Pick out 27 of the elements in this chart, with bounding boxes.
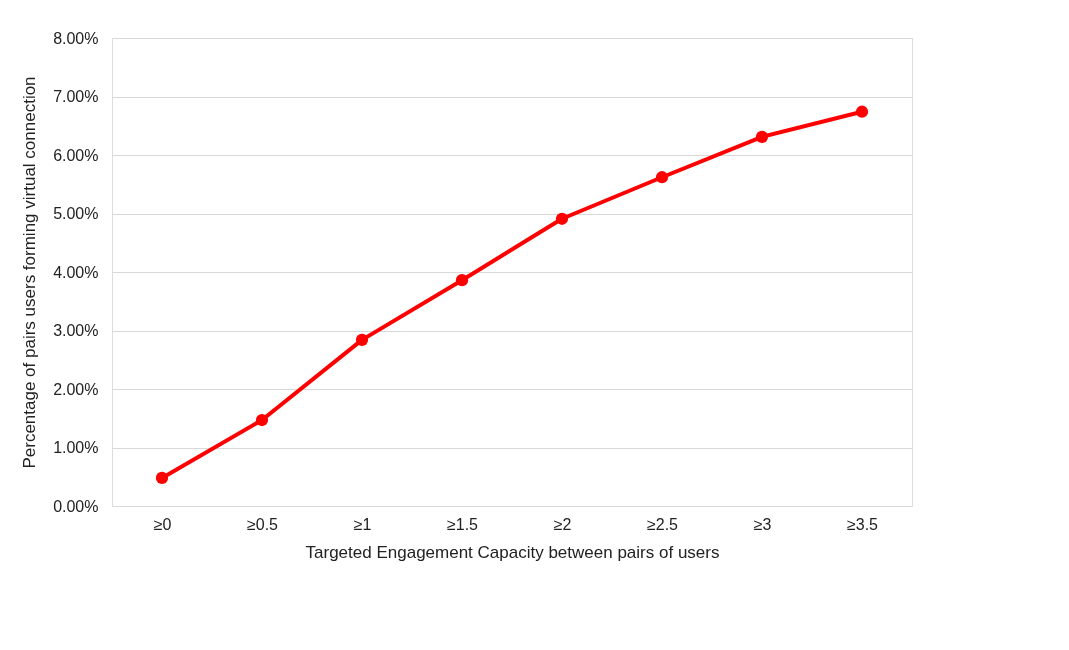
point (355, 333, 369, 346)
point (555, 212, 569, 225)
y-tick-label: 3.00% (53, 322, 99, 339)
y-tick-label: 1.00% (53, 439, 99, 456)
point (755, 130, 769, 143)
x-tick-label: ≥1.5 (446, 515, 479, 533)
y-tick-label: 4.00% (53, 263, 99, 281)
y-tick-label: 2.00% (53, 380, 99, 398)
point (455, 274, 469, 287)
y-tick-label: 6.00% (53, 146, 99, 164)
y-tick-label: 5.00% (53, 205, 99, 222)
y-axis-title: Percentage of pairs users forming virtual connection (20, 76, 40, 469)
x-tick-label: ≥2 (553, 515, 572, 533)
x-tick-label: ≥0 (153, 515, 172, 533)
x-tick-label: ≥0.5 (246, 515, 279, 533)
y-tick-label: 0.00% (53, 497, 99, 515)
y-tick-label: 8.00% (53, 29, 99, 47)
x-tick-label: ≥2.5 (646, 515, 679, 533)
x-tick-label: ≥3.5 (846, 515, 879, 533)
x-tick-label: ≥1 (353, 515, 372, 533)
y-tick-label: 7.00% (53, 88, 99, 105)
point (155, 471, 169, 485)
point (855, 105, 869, 118)
point (255, 413, 269, 427)
x-tick-label: ≥3 (753, 515, 772, 533)
point (655, 171, 669, 184)
x-axis-title: Targeted Engagement Capacity between pairs of users (305, 542, 720, 562)
